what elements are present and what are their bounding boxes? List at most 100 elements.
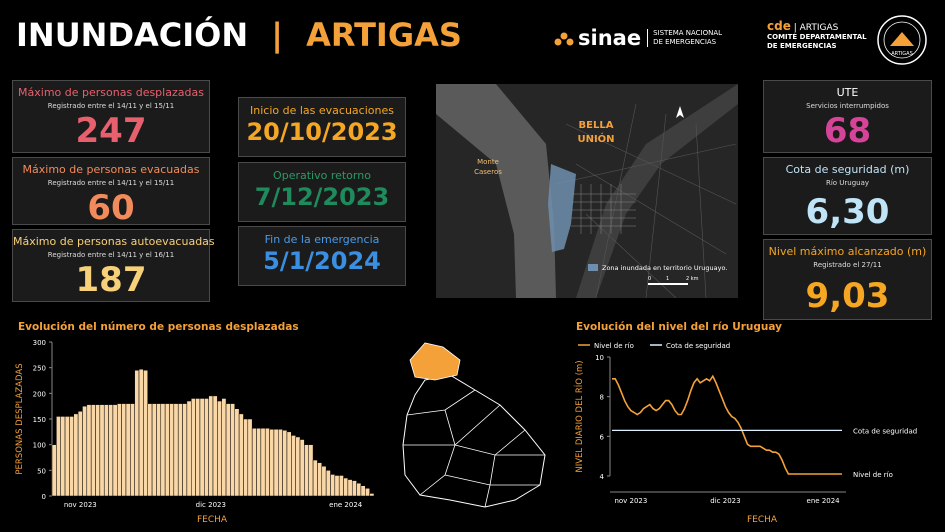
cde-name: cde [767, 19, 791, 33]
bar [356, 482, 362, 497]
card-subtitle: Servicios interrumpidos [806, 102, 889, 110]
sinae-text: SISTEMA NACIONAL DE EMERGENCIAS [647, 29, 722, 47]
date-card: Inicio de las evacuaciones 20/10/2023 [238, 97, 406, 157]
card-value: 7/12/2023 [254, 183, 390, 211]
date-card: Fin de la emergencia 5/1/2024 [238, 226, 406, 286]
bar [169, 403, 175, 497]
card-title: Operativo retorno [273, 169, 371, 182]
date-card: Operativo retorno 7/12/2023 [238, 162, 406, 222]
y-axis-label: PERSONAS DESPLAZADAS [15, 363, 25, 474]
bar [125, 403, 131, 497]
place: ARTIGAS [306, 16, 462, 54]
bar [286, 431, 292, 497]
separator: | [271, 16, 283, 54]
bar [243, 418, 249, 497]
bar [134, 369, 140, 497]
card-value: 60 [87, 188, 135, 228]
kpi-card: Máximo de personas evacuadas Registrado … [12, 157, 210, 228]
bar [238, 413, 244, 497]
bar [186, 400, 192, 497]
cde-logo: cde | ARTIGAS COMITÉ DEPARTAMENTAL DE EM… [767, 19, 867, 51]
bar [143, 369, 148, 497]
seal-text: ARTIGAS [891, 51, 913, 57]
bar [282, 430, 288, 497]
y-tick-label: 50 [37, 467, 46, 475]
sinae-line: DE EMERGENCIAS [653, 38, 717, 46]
bar [365, 488, 370, 497]
bar [278, 429, 283, 497]
x-tick-label: ene 2024 [807, 497, 841, 505]
card-value: 5/1/2024 [263, 247, 381, 275]
card-title: Máximo de personas evacuadas [22, 163, 200, 176]
charts: Evolución del número de personas desplaz… [15, 321, 917, 525]
card-value: 9,03 [805, 276, 890, 316]
card-subtitle: Registrado entre el 14/11 y el 15/11 [47, 179, 175, 187]
x-axis-label: FECHA [197, 515, 228, 525]
card-title: Máximo de personas desplazadas [18, 86, 204, 99]
scale-label: 2 km [686, 276, 699, 282]
y-tick-label: 4 [600, 473, 605, 481]
kpi-card: UTE Servicios interrumpidos 68 [763, 80, 932, 153]
card-value: 6,30 [805, 192, 890, 232]
y-tick-label: 10 [595, 354, 604, 362]
bar [334, 475, 340, 497]
y-tick-label: 100 [33, 442, 46, 450]
legend-label: Nivel de río [594, 342, 634, 350]
card-title: UTE [836, 86, 859, 99]
bar [247, 418, 253, 497]
bar [230, 403, 236, 497]
bar [147, 403, 153, 497]
card-value: 68 [823, 111, 872, 151]
sinae-name: sinae [578, 26, 642, 50]
bar [360, 485, 366, 497]
bar [256, 427, 262, 497]
chart-title: Evolución del número de personas desplaz… [18, 321, 299, 333]
card-subtitle: Registrado entre el 14/11 y el 16/11 [47, 251, 175, 259]
bar [225, 403, 231, 497]
card-value: 247 [75, 111, 147, 151]
line-annotation: Cota de seguridad [853, 427, 917, 435]
bar [260, 427, 266, 497]
bar [117, 403, 122, 497]
city-label: Caseros [474, 168, 502, 176]
bar [212, 395, 218, 497]
bar [369, 493, 375, 497]
bar [99, 404, 105, 497]
bar [112, 404, 118, 497]
title: INUNDACIÓN [16, 16, 249, 54]
bar [173, 403, 179, 497]
card-subtitle: Registrado entre el 14/11 y el 15/11 [47, 102, 175, 110]
bar [77, 411, 83, 497]
kpi-card: Cota de seguridad (m) Río Uruguay 6,30 [763, 157, 932, 235]
sinae-logo: sinae SISTEMA NACIONAL DE EMERGENCIAS [553, 26, 722, 50]
cde-place: | ARTIGAS [793, 23, 839, 33]
bar [182, 403, 188, 497]
y-tick-label: 150 [33, 416, 46, 424]
scale-label: 1 [666, 276, 669, 282]
bar [251, 427, 257, 497]
card-value: 20/10/2023 [246, 118, 398, 146]
cde-line: DE EMERGENCIAS [767, 42, 837, 50]
series-line [612, 374, 842, 475]
bar [264, 427, 270, 497]
card-subtitle: Registrado el 27/11 [813, 261, 882, 269]
bar [217, 400, 222, 497]
y-tick-label: 6 [600, 433, 605, 441]
bar [291, 435, 296, 497]
x-tick-label: dic 2023 [196, 501, 226, 509]
city-label: BELLA [579, 120, 614, 131]
x-tick-label: dic 2023 [710, 497, 740, 505]
bar [295, 436, 301, 497]
bar [321, 465, 327, 497]
city-label: Monte [477, 158, 499, 166]
bar [347, 479, 353, 497]
x-axis-label: FECHA [747, 515, 778, 525]
city-label: UNIÓN [577, 132, 614, 145]
x-tick-label: ene 2024 [329, 501, 363, 509]
card-title: Inicio de las evacuaciones [250, 104, 394, 117]
y-tick-label: 250 [33, 365, 46, 373]
kpi-card: Máximo de personas autoevacuadas Registr… [12, 229, 215, 302]
bar [234, 408, 240, 497]
card-value: 187 [75, 260, 147, 300]
